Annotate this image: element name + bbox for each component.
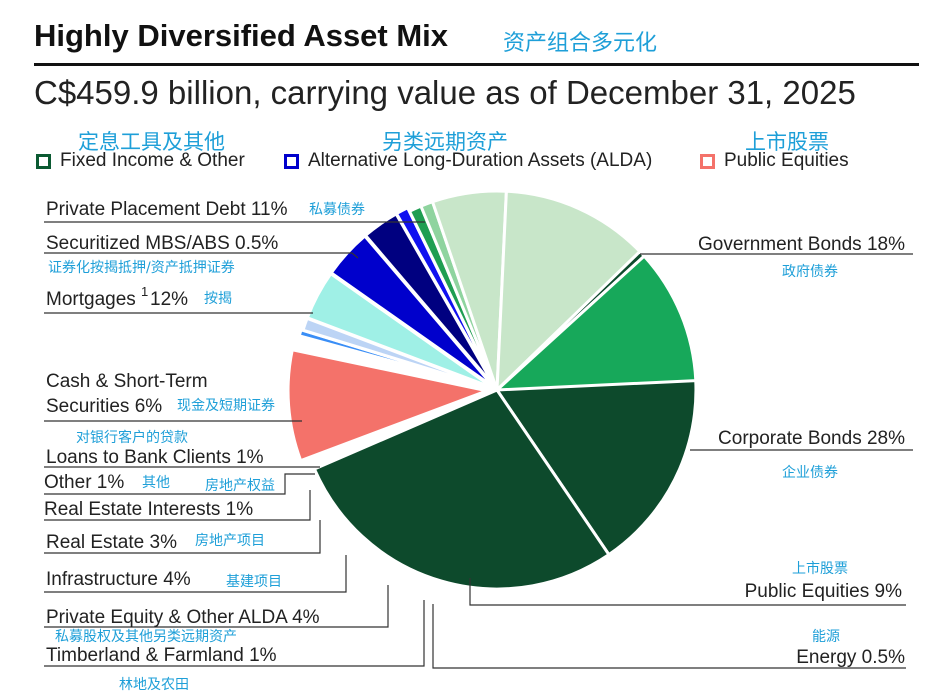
pie-slice-mort (495, 189, 642, 392)
label-zh-cash: 现金及短期证券 (177, 398, 275, 414)
label-zh-timber: 林地及农田 (119, 677, 189, 693)
leader-line-pubeq (469, 578, 906, 606)
title-rule (34, 63, 919, 66)
label-cash-2: Securities 6% (46, 396, 162, 417)
label-zh-loans: 对银行客户的贷款 (76, 429, 188, 446)
label-zh-pe: 私募股权及其他另类远期资产 (55, 629, 237, 645)
label-zh-mbs: 证券化按揭抵押/资产抵押证券 (48, 260, 235, 276)
legend-label-public-equities: Public Equities (724, 150, 849, 171)
leader-line-infra (44, 555, 347, 593)
label-energy: Energy 0.5% (796, 647, 905, 668)
leader-line-timber (44, 600, 425, 667)
label-pubeq: Public Equities 9% (745, 581, 902, 602)
label-zh-other: 其他 (142, 475, 170, 491)
label-cash: Cash & Short-Term (46, 371, 208, 392)
label-zh-ppd: 私募债券 (309, 202, 365, 218)
pie-slice-ppd (495, 254, 698, 392)
leader-line-rei (44, 490, 311, 521)
chart-title: Highly Diversified Asset Mix (34, 18, 449, 53)
label-corp: Corporate Bonds 28% (718, 428, 905, 449)
legend-swatch-alda (284, 153, 299, 169)
label-zh-pubeq: 上市股票 (792, 560, 848, 577)
label-zh-mort: 按揭 (204, 291, 232, 307)
label-zh-corp: 企业债券 (782, 464, 838, 481)
label-mbs: Securitized MBS/ABS 0.5% (46, 233, 278, 254)
label-timber: Timberland & Farmland 1% (46, 645, 277, 666)
label-zh-infra: 基建项目 (226, 573, 282, 590)
chart-title-zh: 资产组合多元化 (503, 31, 658, 56)
chart-subtitle: C$459.9 billion, carrying value as of De… (34, 74, 856, 111)
leader-line-energy (432, 604, 906, 669)
label-re: Real Estate 3% (46, 532, 177, 553)
label-mort-pct: 12% (150, 289, 188, 310)
pie-slice-corp (312, 388, 611, 591)
label-ppd: Private Placement Debt 11% (46, 199, 288, 220)
label-loans: Loans to Bank Clients 1% (46, 447, 264, 468)
label-zh-re: 房地产项目 (195, 533, 265, 549)
leader-line-other (44, 473, 315, 495)
leader-line-mbs (44, 252, 359, 259)
legend-zh-alda: 另类远期资产 (382, 130, 508, 154)
leader-line-pe (44, 585, 389, 628)
legend-item-fixed-income: Fixed Income & Other (36, 150, 245, 172)
legend-swatch-public-equities (700, 153, 715, 169)
label-infra: Infrastructure 4% (46, 569, 191, 590)
pie-slice-rei (395, 206, 497, 388)
label-pe: Private Equity & Other ALDA 4% (46, 607, 320, 628)
legend-zh-fixed-income: 定息工具及其他 (78, 130, 225, 154)
legend-label-fixed-income: Fixed Income & Other (60, 150, 245, 171)
label-rei: Real Estate Interests 1% (44, 499, 253, 520)
label-mort-footnote: 1 (141, 284, 148, 299)
label-mort: Mortgages (46, 289, 136, 310)
legend-label-alda: Alternative Long-Duration Assets (ALDA) (308, 150, 653, 171)
label-other: Other 1% (44, 472, 124, 493)
legend-swatch-fixed-income (36, 153, 51, 169)
label-zh-gov: 政府债券 (782, 264, 838, 280)
legend-zh-public-equities: 上市股票 (745, 130, 829, 154)
leader-line-re (44, 520, 321, 554)
label-gov: Government Bonds 18% (698, 234, 905, 255)
label-zh-rei: 房地产权益 (205, 478, 275, 494)
pie-slice-pubeq (286, 348, 489, 463)
legend-item-public-equities: Public Equities (700, 150, 849, 172)
label-zh-energy: 能源 (812, 629, 840, 645)
legend-item-alda: Alternative Long-Duration Assets (ALDA) (284, 150, 652, 172)
